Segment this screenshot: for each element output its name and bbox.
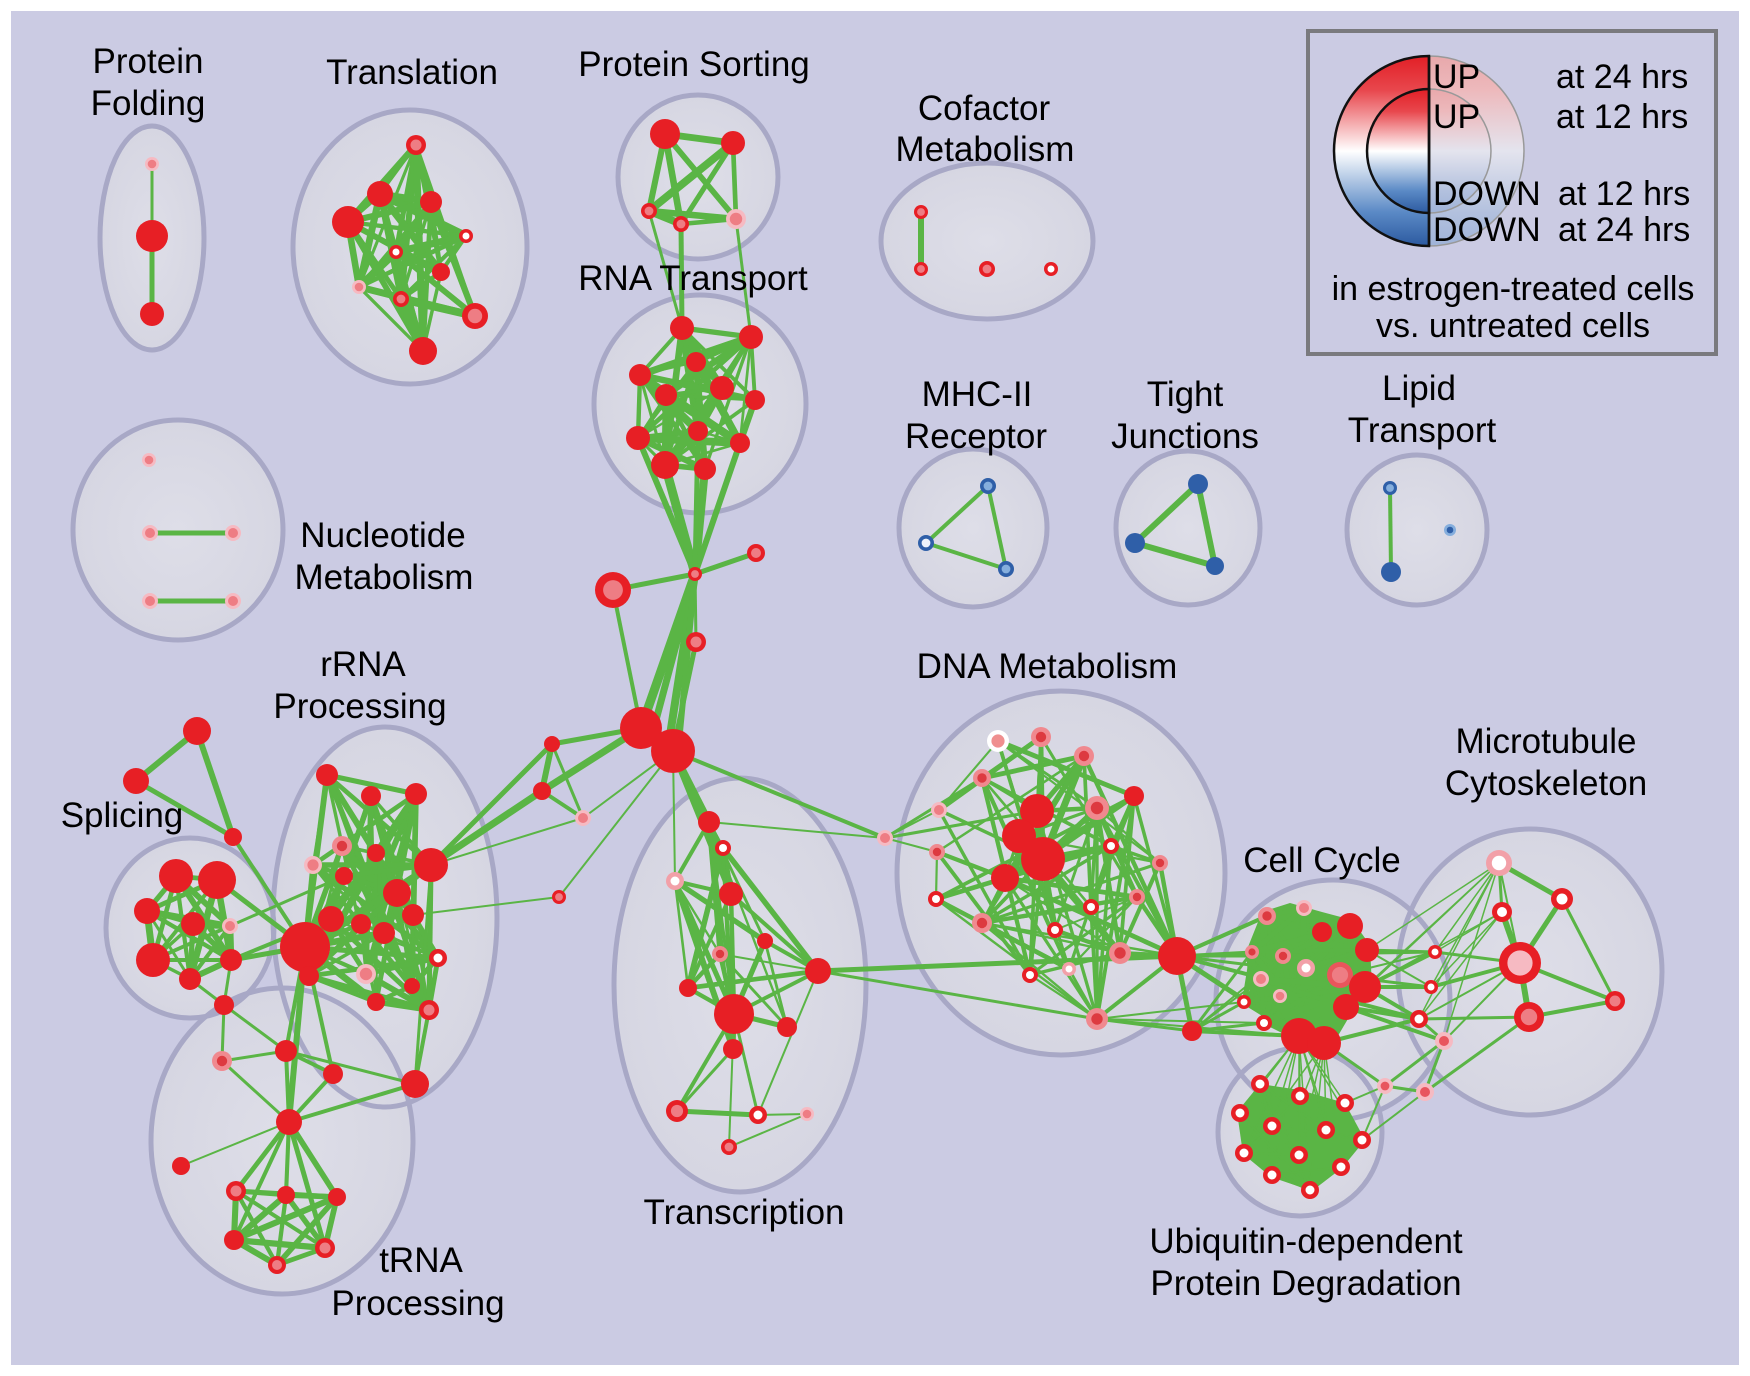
svg-text:Transcription: Transcription <box>644 1193 845 1232</box>
svg-text:Lipid: Lipid <box>1382 369 1456 408</box>
svg-text:tRNA: tRNA <box>379 1241 463 1280</box>
svg-text:MHC-II: MHC-II <box>922 375 1033 414</box>
svg-text:Cell Cycle: Cell Cycle <box>1243 841 1401 880</box>
svg-text:Protein Sorting: Protein Sorting <box>578 45 810 84</box>
svg-text:UP: UP <box>1433 58 1480 96</box>
svg-text:Receptor: Receptor <box>905 417 1047 456</box>
svg-text:at 12 hrs: at 12 hrs <box>1558 175 1690 213</box>
svg-text:Nucleotide: Nucleotide <box>300 516 465 555</box>
svg-text:rRNA: rRNA <box>320 645 406 684</box>
svg-text:Metabolism: Metabolism <box>295 558 474 597</box>
svg-text:Folding: Folding <box>91 84 206 123</box>
svg-text:Metabolism: Metabolism <box>896 130 1075 169</box>
svg-text:Cytoskeleton: Cytoskeleton <box>1445 764 1647 803</box>
svg-text:Junctions: Junctions <box>1111 417 1259 456</box>
svg-text:at 24 hrs: at 24 hrs <box>1558 211 1690 249</box>
svg-text:Processing: Processing <box>331 1284 504 1323</box>
svg-text:DOWN: DOWN <box>1433 211 1541 249</box>
svg-text:at 24 hrs: at 24 hrs <box>1556 58 1688 96</box>
svg-text:DNA Metabolism: DNA Metabolism <box>917 647 1178 686</box>
svg-text:UP: UP <box>1433 98 1480 136</box>
svg-text:Protein Degradation: Protein Degradation <box>1150 1264 1461 1303</box>
svg-text:RNA Transport: RNA Transport <box>578 259 808 298</box>
svg-text:vs. untreated cells: vs. untreated cells <box>1376 307 1650 345</box>
svg-text:Protein: Protein <box>93 42 204 81</box>
svg-text:DOWN: DOWN <box>1433 175 1541 213</box>
svg-text:Transport: Transport <box>1348 411 1497 450</box>
svg-text:Cofactor: Cofactor <box>918 89 1051 128</box>
svg-text:Processing: Processing <box>273 687 446 726</box>
svg-text:Microtubule: Microtubule <box>1456 722 1637 761</box>
svg-text:Splicing: Splicing <box>61 796 184 835</box>
svg-text:in estrogen-treated cells: in estrogen-treated cells <box>1332 270 1695 308</box>
svg-text:Tight: Tight <box>1147 375 1224 414</box>
svg-text:at 12 hrs: at 12 hrs <box>1556 98 1688 136</box>
svg-text:Ubiquitin-dependent: Ubiquitin-dependent <box>1149 1222 1463 1261</box>
svg-text:Translation: Translation <box>326 53 498 92</box>
